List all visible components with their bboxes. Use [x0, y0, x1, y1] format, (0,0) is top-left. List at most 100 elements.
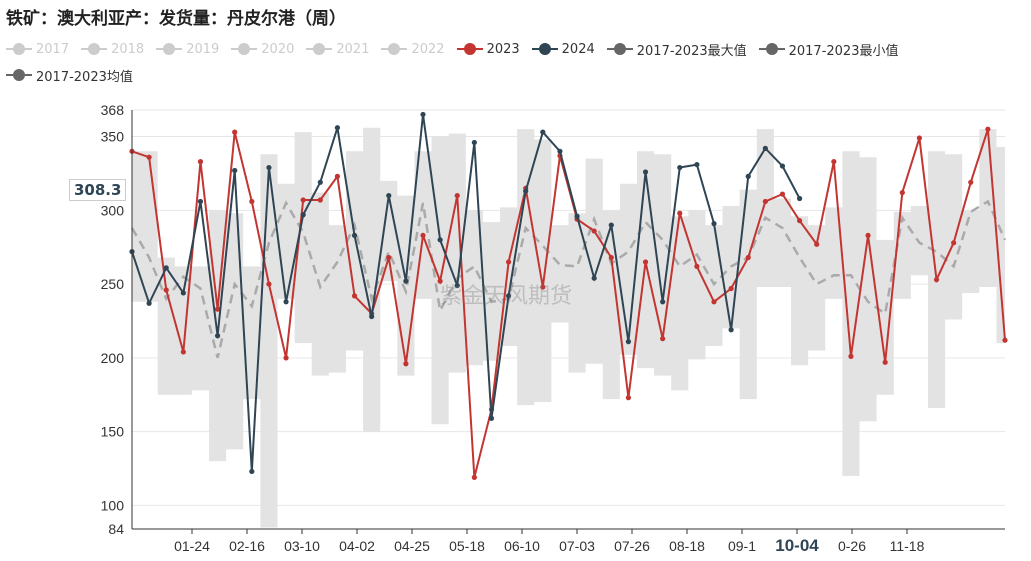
data-point-2023: [471, 474, 477, 480]
legend-row: 2017-2023均值: [6, 62, 1028, 88]
legend-item-2018[interactable]: 2018: [81, 42, 144, 57]
data-point-2023: [882, 359, 888, 365]
x-tick-label: 07-03: [559, 538, 595, 554]
legend-item-2019[interactable]: 2019: [156, 42, 219, 57]
y-tick-label: 368: [101, 102, 125, 118]
legend-label: 2017: [36, 41, 70, 57]
data-point-2024: [488, 415, 495, 421]
data-point-2023: [454, 192, 460, 199]
legend-label: 2017-2023均值: [36, 69, 133, 85]
data-point-2024: [369, 313, 375, 320]
data-point-2023: [266, 281, 272, 287]
legend-marker-icon: [758, 43, 785, 55]
x-tick-label: 04-25: [394, 538, 430, 554]
legend-item-2017[interactable]: 2017: [6, 42, 69, 57]
y-tick-label: 100: [101, 497, 125, 513]
data-point-2023: [762, 198, 768, 205]
data-point-2023: [163, 287, 169, 293]
legend-item-2017-2023最大值[interactable]: 2017-2023最大值: [606, 40, 747, 59]
data-point-2024: [454, 282, 460, 289]
data-point-2023: [865, 232, 871, 239]
data-point-2024: [608, 222, 614, 228]
data-point-2023: [677, 210, 683, 216]
legend-label: 2022: [411, 41, 445, 57]
data-point-2023: [916, 135, 923, 141]
y-tick-label: 200: [101, 350, 125, 366]
data-point-2023: [814, 241, 820, 247]
data-point-2023: [300, 197, 306, 203]
chart-title: 铁矿：澳大利亚产：发货量：丹皮尔港（周）: [6, 9, 346, 29]
legend-marker-icon: [306, 43, 333, 55]
data-point-2023: [283, 355, 289, 361]
data-point-2023: [1002, 337, 1008, 343]
data-point-2024: [180, 290, 186, 296]
data-point-2023: [180, 349, 186, 355]
axes: 84 100 150 200 250 300 350 368 01-24 02-16 03-10 04…: [101, 102, 1005, 555]
x-tick-label: 0-26: [838, 538, 866, 554]
data-point-2024: [557, 148, 563, 154]
legend-marker-icon: [6, 43, 32, 55]
data-point-2023: [831, 159, 837, 165]
average-line: [130, 199, 1007, 359]
legend-item-2017-2023最小值[interactable]: 2017-2023最小值: [758, 40, 899, 59]
data-point-2024: [591, 275, 597, 281]
x-tick-label: 06-10: [504, 538, 540, 554]
data-point-2024: [249, 468, 255, 475]
data-point-2023: [403, 361, 409, 367]
data-point-2024: [471, 139, 477, 146]
data-point-2023: [197, 159, 204, 165]
legend-label: 2019: [186, 41, 220, 57]
legend-label: 2024: [561, 41, 595, 57]
data-point-2024: [317, 179, 323, 185]
legend-marker-icon: [81, 43, 108, 55]
x-tick-label: 01-24: [174, 538, 210, 554]
data-point-2024: [796, 195, 803, 202]
data-point-2023: [351, 293, 358, 299]
data-point-2024: [197, 198, 204, 205]
data-point-2024: [779, 163, 786, 169]
data-point-2023: [899, 190, 905, 196]
data-point-2024: [283, 299, 289, 305]
data-point-2024: [266, 164, 272, 171]
legend-item-2021[interactable]: 2021: [306, 42, 369, 57]
data-point-2023: [608, 254, 614, 261]
data-point-2024: [728, 327, 734, 333]
data-point-2024: [694, 161, 700, 168]
data-point-2023: [968, 179, 974, 185]
legend-label: 2020: [261, 41, 295, 57]
legend-item-2017-2023均值[interactable]: 2017-2023均值: [6, 66, 133, 85]
data-point-2024: [214, 333, 221, 339]
data-point-2023: [386, 254, 392, 261]
data-point-2023: [985, 126, 991, 132]
data-point-2023: [848, 353, 854, 359]
x-tick-label: 04-02: [339, 538, 375, 554]
x-tick-label: 11-18: [890, 538, 925, 554]
data-point-2024: [660, 299, 666, 305]
data-point-2023: [745, 254, 751, 261]
legend-marker-icon: [156, 43, 183, 55]
data-point-2024: [420, 111, 426, 118]
x-tick-label: 09-1: [728, 538, 756, 554]
legend-item-2022[interactable]: 2022: [381, 41, 445, 57]
data-point-2023: [796, 218, 803, 224]
data-point-2024: [540, 129, 546, 135]
min-max-band: [132, 127, 1005, 528]
data-point-2023: [711, 299, 717, 305]
legend-marker-icon: [381, 43, 408, 55]
data-point-2023: [694, 263, 700, 269]
data-point-2023: [933, 277, 940, 283]
data-point-2023: [437, 278, 443, 284]
data-point-2024: [334, 125, 341, 131]
legend-item-2020[interactable]: 2020: [231, 42, 294, 57]
data-point-2023: [779, 191, 786, 197]
legend-item-2023[interactable]: 2023: [456, 41, 520, 57]
series-lines: [129, 111, 1008, 480]
data-point-2023: [951, 240, 957, 246]
legend-item-2024[interactable]: 2024: [531, 41, 595, 57]
x-tick-label: 02-16: [229, 538, 265, 554]
legend-label: 2018: [111, 41, 145, 57]
legend-label: 2023: [486, 41, 520, 57]
legend: 2017 2018 2019 2020 2021 2022 2023 2024 2017-202…: [6, 36, 1028, 88]
legend-label: 2017-2023最小值: [788, 43, 899, 59]
